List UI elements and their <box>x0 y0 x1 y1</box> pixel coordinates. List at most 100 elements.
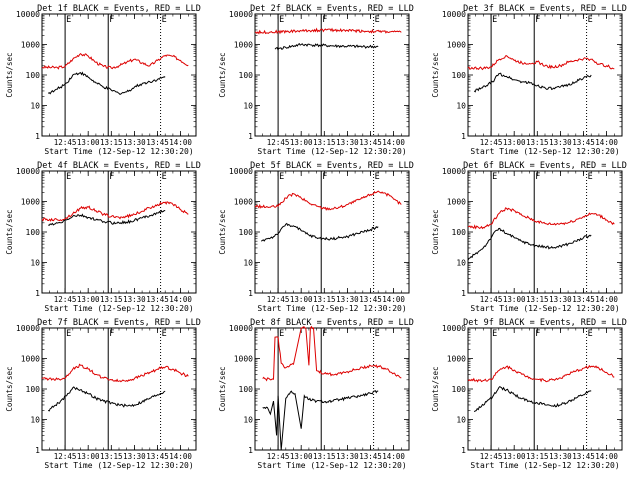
y-tick-label: 10000 <box>16 167 40 176</box>
y-axis-label: Counts/sec <box>431 366 440 411</box>
x-axis-label: Start Time (12-Sep-12 12:30:20) <box>470 461 619 470</box>
x-tick-label: 12:45 <box>54 138 77 147</box>
x-axis-label: Start Time (12-Sep-12 12:30:20) <box>257 304 406 313</box>
y-tick-label: 100 <box>26 71 41 80</box>
y-tick-label: 10000 <box>16 10 40 19</box>
y-tick-label: 10 <box>243 102 253 111</box>
y-tick-label: 1 <box>248 289 253 298</box>
event-marker-label: F <box>322 15 327 25</box>
x-tick-label: 13:15 <box>100 295 123 304</box>
x-tick-label: 14:00 <box>382 138 405 147</box>
events-series-line <box>47 71 166 96</box>
chart-title: Det 7f BLACK = Events, RED = LLD <box>37 318 201 328</box>
event-marker-label: E <box>492 172 497 182</box>
chart-title: Det 1f BLACK = Events, RED = LLD <box>37 4 201 14</box>
x-tick-label: 13:00 <box>77 138 100 147</box>
y-tick-label: 10 <box>30 416 40 425</box>
x-tick-label: 12:45 <box>267 452 290 461</box>
x-tick-label: 13:00 <box>77 452 100 461</box>
event-marker-label: E <box>588 172 593 182</box>
x-tick-label: 13:30 <box>549 295 572 304</box>
y-axis-label: Counts/sec <box>5 209 14 254</box>
x-axis-label: Start Time (12-Sep-12 12:30:20) <box>257 461 406 470</box>
x-tick-label: 14:00 <box>169 295 192 304</box>
chart-title: Det 8f BLACK = Events, RED = LLD <box>250 318 414 328</box>
y-tick-label: 10000 <box>229 167 253 176</box>
x-tick-label: 13:30 <box>336 452 359 461</box>
y-tick-label: 10000 <box>229 10 253 19</box>
y-axis-label: Counts/sec <box>431 52 440 97</box>
x-tick-label: 14:00 <box>595 452 618 461</box>
lld-series-line <box>467 364 615 383</box>
x-tick-label: 13:30 <box>336 138 359 147</box>
y-tick-label: 10000 <box>229 324 253 333</box>
event-marker-label: E <box>588 329 593 339</box>
y-tick-label: 1000 <box>234 41 253 50</box>
lld-series-line <box>254 27 402 35</box>
y-tick-label: 10 <box>243 416 253 425</box>
x-tick-label: 13:30 <box>336 295 359 304</box>
x-tick-label: 13:15 <box>100 452 123 461</box>
event-marker-label: E <box>66 15 71 25</box>
x-tick-label: 13:00 <box>503 138 526 147</box>
x-tick-label: 13:00 <box>290 452 313 461</box>
y-tick-label: 1000 <box>234 198 253 207</box>
x-tick-label: 14:00 <box>169 138 192 147</box>
y-tick-label: 1000 <box>234 355 253 364</box>
event-marker-label: E <box>162 15 167 25</box>
events-series-line <box>274 43 379 51</box>
event-marker-label: F <box>109 15 114 25</box>
x-axis-label: Start Time (12-Sep-12 12:30:20) <box>257 147 406 156</box>
x-tick-label: 13:15 <box>526 452 549 461</box>
lld-series-line <box>467 55 615 71</box>
y-tick-label: 10000 <box>442 167 466 176</box>
chart-title: Det 5f BLACK = Events, RED = LLD <box>250 161 414 171</box>
x-tick-label: 12:45 <box>480 295 503 304</box>
chart-panel-6: Det 6f BLACK = Events, RED = LLD 1 10 100 10… <box>431 161 627 313</box>
x-tick-label: 13:45 <box>572 138 595 147</box>
y-tick-label: 1 <box>35 132 40 141</box>
event-marker-label: F <box>535 15 540 25</box>
y-tick-label: 1 <box>248 446 253 455</box>
x-tick-label: 13:30 <box>123 452 146 461</box>
chart-panel-2: Det 2f BLACK = Events, RED = LLD 1 10 100 10… <box>218 4 414 156</box>
lld-series-line <box>262 325 402 382</box>
y-tick-label: 10 <box>456 416 466 425</box>
y-tick-label: 1 <box>461 446 466 455</box>
x-tick-label: 14:00 <box>595 295 618 304</box>
y-tick-label: 100 <box>239 71 254 80</box>
y-tick-label: 10000 <box>16 324 40 333</box>
event-marker-label: E <box>375 172 380 182</box>
y-tick-label: 10 <box>30 259 40 268</box>
x-tick-label: 13:45 <box>359 138 382 147</box>
x-axis-label: Start Time (12-Sep-12 12:30:20) <box>44 147 193 156</box>
x-tick-label: 13:45 <box>572 295 595 304</box>
event-marker-label: E <box>375 15 380 25</box>
x-tick-label: 13:45 <box>572 452 595 461</box>
y-tick-label: 100 <box>452 385 467 394</box>
x-tick-label: 13:15 <box>313 138 336 147</box>
event-marker-label: E <box>162 172 167 182</box>
events-series-line <box>260 222 379 242</box>
event-marker-label: E <box>279 329 284 339</box>
x-tick-label: 14:00 <box>169 452 192 461</box>
y-axis-label: Counts/sec <box>218 52 227 97</box>
event-marker-label: F <box>322 172 327 182</box>
x-tick-label: 12:45 <box>54 295 77 304</box>
event-marker-label: E <box>162 329 167 339</box>
y-tick-label: 100 <box>26 228 41 237</box>
x-tick-label: 13:45 <box>146 138 169 147</box>
events-series-line <box>473 385 592 413</box>
x-tick-label: 12:45 <box>480 452 503 461</box>
x-tick-label: 13:00 <box>290 138 313 147</box>
event-marker-label: F <box>109 329 114 339</box>
x-tick-label: 13:30 <box>123 295 146 304</box>
chart-title: Det 2f BLACK = Events, RED = LLD <box>250 4 414 14</box>
y-tick-label: 100 <box>452 228 467 237</box>
chart-title: Det 6f BLACK = Events, RED = LLD <box>463 161 627 171</box>
y-tick-label: 100 <box>26 385 41 394</box>
chart-title: Det 3f BLACK = Events, RED = LLD <box>463 4 627 14</box>
x-axis-label: Start Time (12-Sep-12 12:30:20) <box>44 461 193 470</box>
y-axis-label: Counts/sec <box>218 209 227 254</box>
